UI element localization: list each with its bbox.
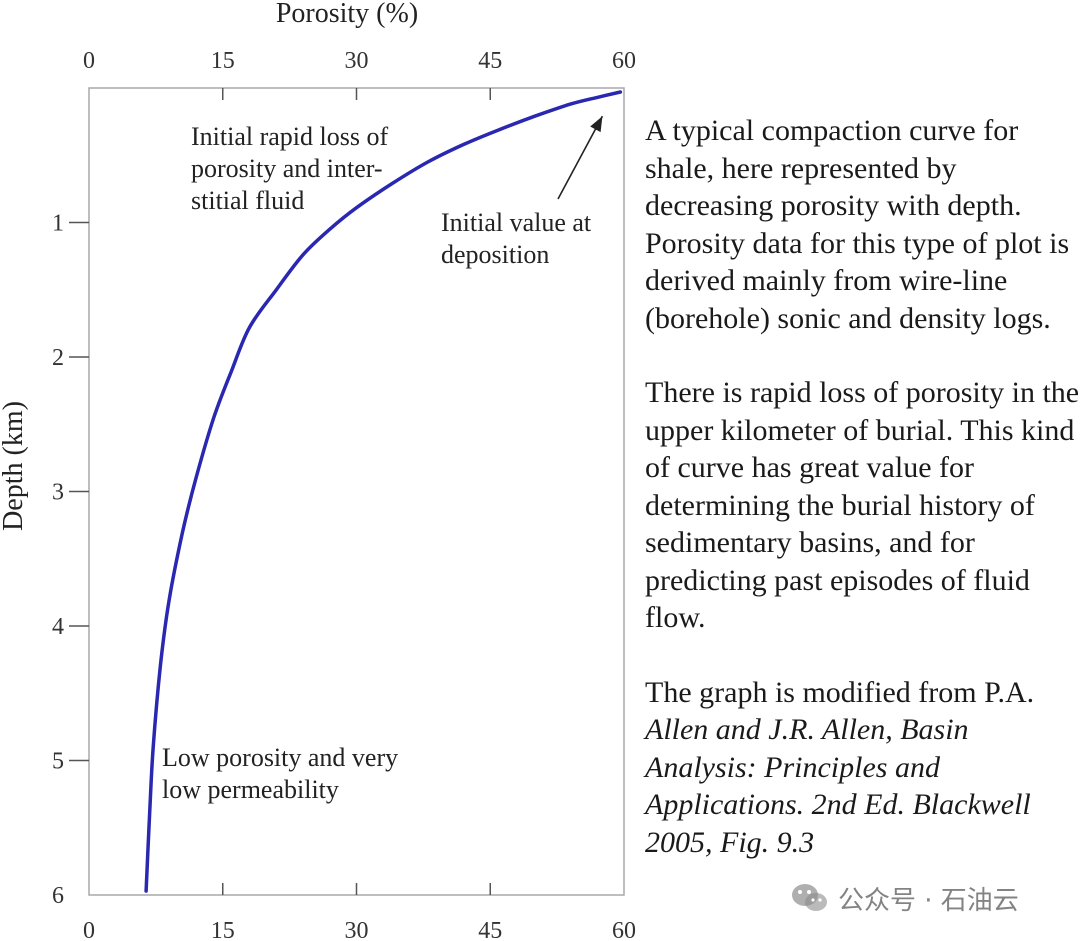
- citation-reference: Allen and J.R. Allen, Basin Analysis: Pr…: [645, 713, 1031, 859]
- annotation-text: stitial fluid: [191, 186, 304, 215]
- annotation-text: Initial value at: [441, 208, 592, 237]
- y-axis-title: Depth (km): [0, 401, 29, 531]
- y-tick-label: 1: [52, 211, 64, 237]
- x-axis-top: 0 15 30 45 60: [83, 48, 636, 100]
- wechat-icon: [792, 884, 827, 911]
- x-tick-label-bottom: 0: [83, 918, 95, 941]
- x-axis-bottom: 0 15 30 45 60: [83, 883, 636, 941]
- series-layer: [144, 90, 623, 893]
- watermark-text: 公众号 · 石油云: [838, 885, 1019, 916]
- x-tick-label-top: 45: [478, 48, 502, 74]
- caption-text: A typical compaction curve for shale, he…: [645, 112, 1080, 898]
- caption-citation: The graph is modified from P.A. Allen an…: [645, 674, 1080, 862]
- annotation-text: low permeability: [162, 775, 339, 804]
- annotation-text: deposition: [441, 240, 549, 269]
- caption-paragraph-2: There is rapid loss of porosity in the u…: [645, 376, 1080, 634]
- annotation-text: Initial rapid loss of: [191, 122, 388, 151]
- annotation-text: porosity and inter-: [191, 154, 383, 183]
- annotation-arrowhead: [590, 116, 603, 133]
- x-tick-label-top: 60: [612, 48, 636, 74]
- x-tick-label-bottom: 60: [612, 918, 636, 941]
- annotation-layer: Initial rapid loss of porosity and inter-…: [162, 115, 604, 804]
- caption-paragraph-1: A typical compaction curve for shale, he…: [645, 114, 1070, 335]
- citation-intro: The graph is modified from P.A.: [645, 675, 1035, 709]
- x-tick-label-top: 30: [345, 48, 369, 74]
- x-tick-label-top: 15: [211, 48, 235, 74]
- y-tick-label: 4: [52, 614, 64, 640]
- y-tick-label: 5: [52, 749, 64, 775]
- y-tick-label: 3: [52, 480, 64, 506]
- x-tick-label-bottom: 45: [478, 918, 502, 941]
- x-tick-label-bottom: 15: [211, 918, 235, 941]
- y-axis: 1 2 3 4 5 6: [52, 211, 89, 909]
- x-tick-label-bottom: 30: [345, 918, 369, 941]
- annotation-arrow-line: [557, 115, 604, 200]
- y-tick-label: 6: [52, 883, 64, 909]
- x-axis-title: Porosity (%): [276, 0, 418, 29]
- watermark: 公众号 · 石油云: [790, 878, 1019, 918]
- y-tick-label: 2: [52, 345, 64, 371]
- annotation-text: Low porosity and very: [162, 743, 398, 772]
- compaction-curve: [144, 90, 623, 893]
- x-tick-label-top: 0: [83, 48, 95, 74]
